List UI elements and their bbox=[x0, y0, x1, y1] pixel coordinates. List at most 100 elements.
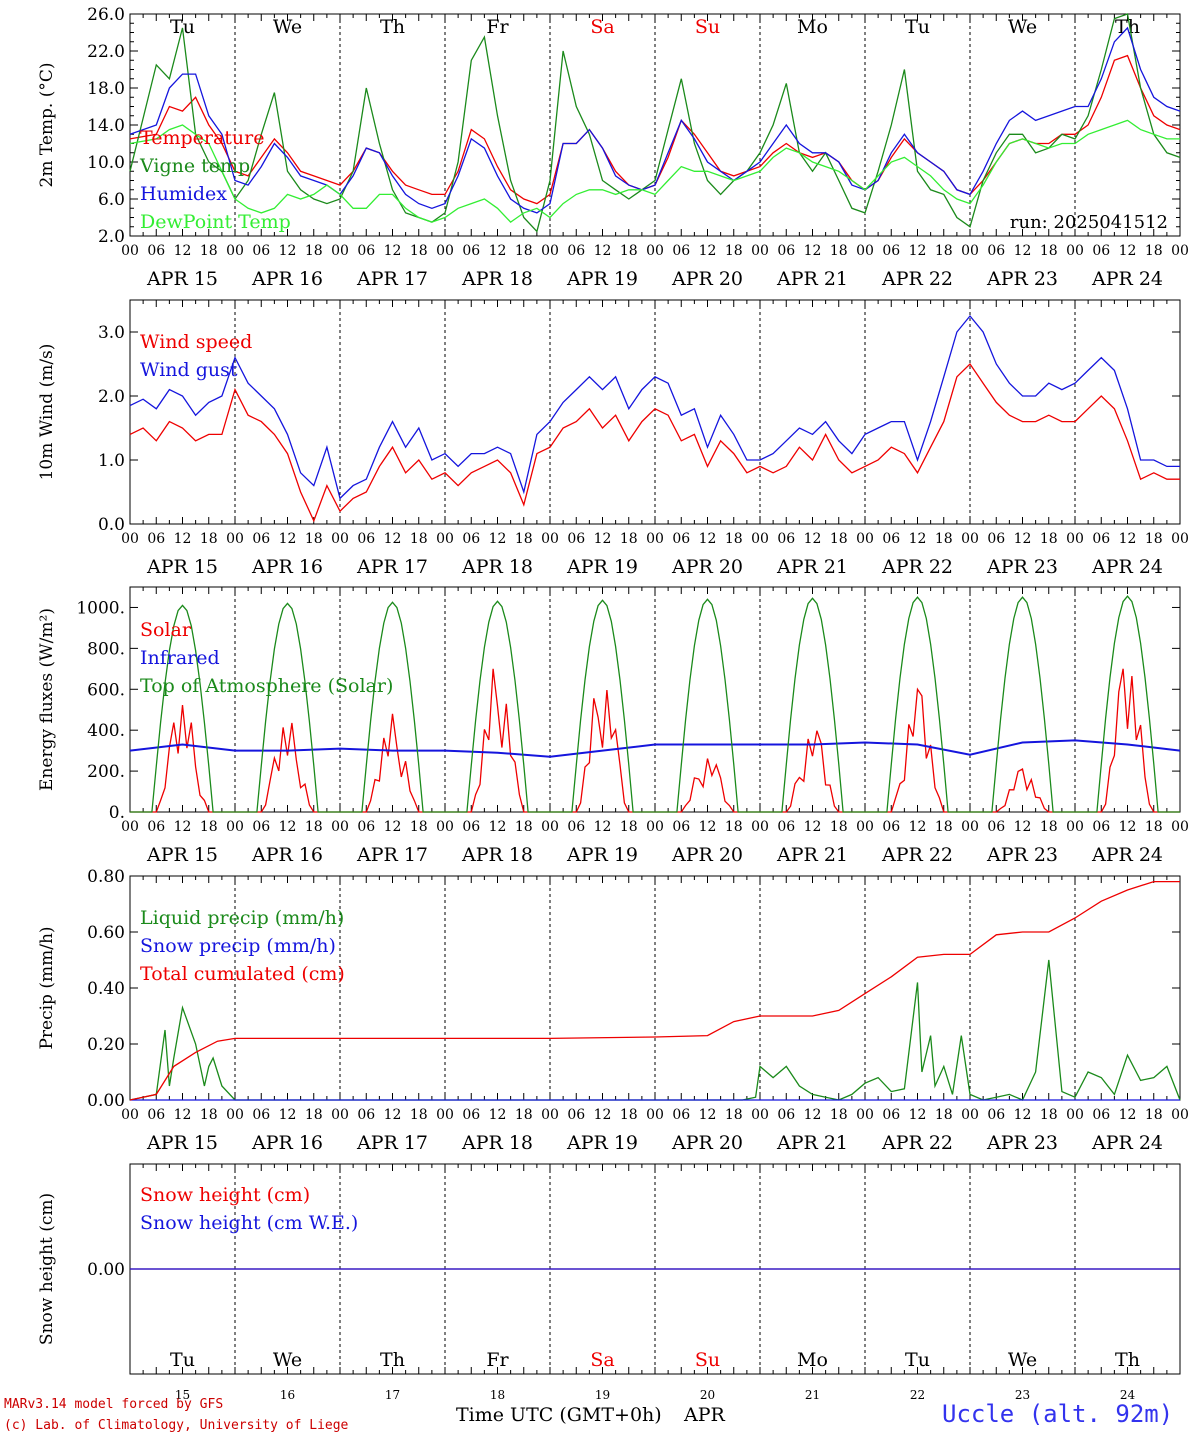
x-hour-label: 06 bbox=[672, 531, 690, 547]
x-hour-label: 06 bbox=[672, 1107, 690, 1123]
x-hour-label: 12 bbox=[174, 1107, 192, 1123]
y-tick-label: 600. bbox=[87, 680, 125, 700]
x-hour-label: 12 bbox=[174, 819, 192, 835]
x-hour-label: 18 bbox=[935, 1107, 953, 1123]
x-hour-label: 06 bbox=[777, 1107, 795, 1123]
x-hour-label: 06 bbox=[462, 243, 480, 259]
x-hour-label: 12 bbox=[699, 243, 717, 259]
weekday-label: We bbox=[1008, 16, 1037, 38]
x-hour-label: 12 bbox=[699, 1107, 717, 1123]
x-hour-label: 12 bbox=[804, 243, 822, 259]
y-tick-label: 3.0 bbox=[98, 323, 125, 343]
x-day-label: APR 17 bbox=[356, 844, 428, 866]
x-hour-label: 12 bbox=[804, 819, 822, 835]
x-hour-label: 06 bbox=[1092, 243, 1110, 259]
weekday-label: Tu bbox=[905, 1349, 930, 1371]
x-hour-label: 18 bbox=[830, 531, 848, 547]
x-hour-label: 18 bbox=[830, 819, 848, 835]
y-tick-label: 10.0 bbox=[87, 153, 125, 173]
y-tick-label: 400. bbox=[87, 721, 125, 741]
y-tick-label: 0.60 bbox=[87, 923, 125, 943]
x-day-label: APR 21 bbox=[776, 556, 848, 578]
y-tick-label: 22.0 bbox=[87, 42, 125, 62]
x-hour-label: 06 bbox=[882, 819, 900, 835]
x-hour-label: 06 bbox=[147, 1107, 165, 1123]
legend-entry: Top of Atmosphere (Solar) bbox=[140, 675, 393, 697]
x-hour-label: 12 bbox=[594, 1107, 612, 1123]
x-hour-label: 06 bbox=[777, 243, 795, 259]
x-day-label: APR 22 bbox=[881, 268, 953, 290]
x-hour-label: 18 bbox=[830, 243, 848, 259]
x-day-label: APR 19 bbox=[566, 268, 638, 290]
x-day-label: APR 19 bbox=[566, 844, 638, 866]
y-tick-label: 2.0 bbox=[98, 227, 125, 247]
x-day-label: APR 15 bbox=[146, 1132, 218, 1154]
y-tick-label: 26.0 bbox=[87, 5, 125, 25]
x-hour-label: 18 bbox=[1145, 531, 1163, 547]
x-hour-label: 00 bbox=[1066, 531, 1084, 547]
x-hour-label: 18 bbox=[515, 819, 533, 835]
x-hour-label: 06 bbox=[357, 819, 375, 835]
x-hour-label: 00 bbox=[1171, 819, 1189, 835]
x-day-label: APR 18 bbox=[461, 1132, 533, 1154]
y-tick-label: 0. bbox=[109, 803, 125, 823]
day-number-label: 17 bbox=[385, 1388, 400, 1402]
x-hour-label: 00 bbox=[121, 1107, 139, 1123]
x-day-label: APR 23 bbox=[986, 268, 1058, 290]
x-hour-label: 12 bbox=[1119, 819, 1137, 835]
x-hour-label: 06 bbox=[147, 243, 165, 259]
x-hour-label: 00 bbox=[961, 819, 979, 835]
x-hour-label: 00 bbox=[646, 819, 664, 835]
weekday-label: Su bbox=[695, 1349, 720, 1371]
x-hour-label: 00 bbox=[541, 531, 559, 547]
x-day-label: APR 17 bbox=[356, 1132, 428, 1154]
y-tick-label: 18.0 bbox=[87, 79, 125, 99]
x-day-label: APR 16 bbox=[251, 844, 323, 866]
x-hour-label: 06 bbox=[672, 243, 690, 259]
x-hour-label: 18 bbox=[620, 531, 638, 547]
weekday-label: We bbox=[273, 16, 302, 38]
x-hour-label: 12 bbox=[699, 819, 717, 835]
x-day-label: APR 20 bbox=[671, 556, 743, 578]
x-hour-label: 06 bbox=[357, 1107, 375, 1123]
legend-entry: Solar bbox=[140, 619, 192, 641]
x-hour-label: 00 bbox=[436, 243, 454, 259]
x-hour-label: 12 bbox=[909, 531, 927, 547]
legend-entry: DewPoint Temp bbox=[140, 211, 291, 233]
x-hour-label: 06 bbox=[882, 531, 900, 547]
x-hour-label: 12 bbox=[804, 1107, 822, 1123]
x-hour-label: 12 bbox=[909, 1107, 927, 1123]
x-hour-label: 12 bbox=[594, 819, 612, 835]
x-hour-label: 00 bbox=[226, 1107, 244, 1123]
x-hour-label: 06 bbox=[462, 1107, 480, 1123]
x-hour-label: 12 bbox=[384, 531, 402, 547]
x-hour-label: 18 bbox=[515, 1107, 533, 1123]
x-hour-label: 00 bbox=[751, 243, 769, 259]
x-day-label: APR 24 bbox=[1091, 1132, 1163, 1154]
weekday-label: We bbox=[1008, 1349, 1037, 1371]
x-hour-label: 12 bbox=[699, 531, 717, 547]
x-hour-label: 18 bbox=[725, 819, 743, 835]
x-hour-label: 06 bbox=[567, 531, 585, 547]
x-hour-label: 18 bbox=[515, 243, 533, 259]
x-hour-label: 18 bbox=[620, 819, 638, 835]
x-hour-label: 12 bbox=[174, 243, 192, 259]
x-hour-label: 18 bbox=[305, 819, 323, 835]
x-hour-label: 12 bbox=[594, 531, 612, 547]
x-hour-label: 00 bbox=[856, 243, 874, 259]
x-hour-label: 18 bbox=[410, 1107, 428, 1123]
x-day-label: APR 22 bbox=[881, 556, 953, 578]
y-tick-label: 0.80 bbox=[87, 867, 125, 887]
x-hour-label: 18 bbox=[725, 531, 743, 547]
x-hour-label: 06 bbox=[357, 243, 375, 259]
x-hour-label: 00 bbox=[961, 1107, 979, 1123]
x-hour-label: 18 bbox=[305, 1107, 323, 1123]
series-line-liquid-precip-mm-h- bbox=[129, 959, 1181, 1101]
x-hour-label: 00 bbox=[751, 531, 769, 547]
y-tick-label: 0.0 bbox=[98, 515, 125, 535]
x-hour-label: 06 bbox=[462, 531, 480, 547]
y-tick-label: 0.20 bbox=[87, 1035, 125, 1055]
x-hour-label: 00 bbox=[751, 819, 769, 835]
x-hour-label: 18 bbox=[830, 1107, 848, 1123]
